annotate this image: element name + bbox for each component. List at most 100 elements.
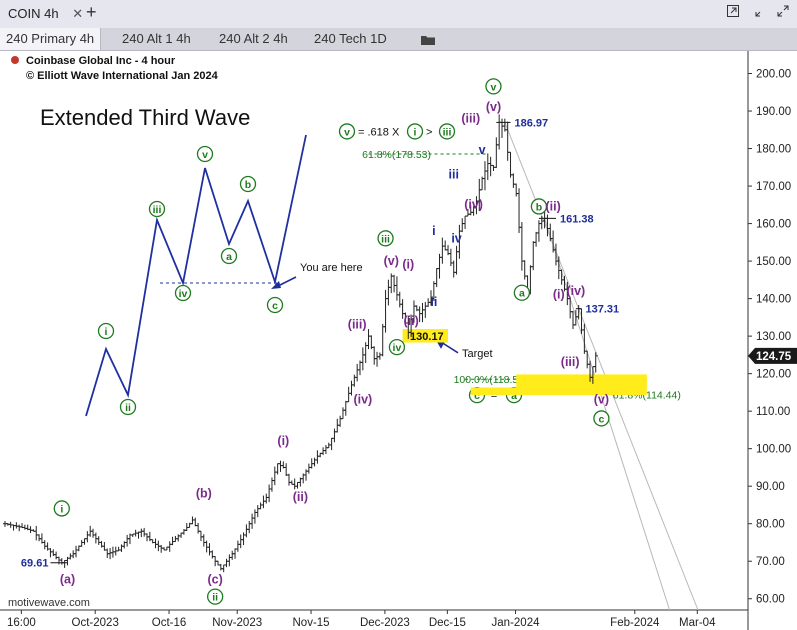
wave-label: (i) [553, 288, 565, 302]
x-tick-label: Nov-2023 [212, 617, 262, 629]
wave-label: (iv) [566, 284, 585, 298]
wave-label-circle [513, 284, 531, 301]
price-level-label: 137.31 [586, 304, 620, 316]
wave-label: ii [430, 295, 437, 309]
inset-wave-label: iii [153, 204, 162, 216]
wave-label: (iv) [464, 198, 483, 212]
inset-wave-label: ii [125, 402, 131, 414]
formula-term-v-circle [338, 123, 356, 140]
target-zone-label: 130.17 [410, 331, 444, 343]
wave-label: a [519, 288, 525, 300]
inset-wave-label: a [226, 251, 232, 263]
inset-title: Extended Third Wave [40, 105, 250, 130]
price-chart[interactable]: Coinbase Global Inc - 4 hour © Elliott W… [0, 51, 797, 630]
tab-primary-4h[interactable]: 240 Primary 4h [0, 28, 102, 50]
restore-icon[interactable] [754, 4, 768, 21]
formula-text: = .618 X [358, 126, 400, 138]
wave-label: v [491, 81, 497, 93]
header-company: Coinbase Global Inc - 4 hour [26, 55, 176, 67]
inset-wave-circle [148, 200, 166, 218]
y-tick-label: 110.00 [756, 406, 790, 418]
inset-wave-circle [266, 296, 284, 314]
wave-label: (iii) [348, 318, 367, 332]
inset-wave-circle [119, 398, 137, 416]
wave-label: v [479, 143, 486, 157]
add-tab-icon[interactable]: + [86, 2, 97, 22]
popout-icon[interactable] [726, 4, 740, 21]
inset-wave-circle [196, 145, 214, 163]
inset-you-are-here: You are here [300, 262, 363, 274]
y-tick-label: 120.00 [756, 369, 791, 381]
formula-term-i-circle [406, 123, 424, 140]
formula-gt: > [426, 126, 432, 138]
tab-alt2-4h[interactable]: 240 Alt 2 4h [219, 31, 288, 46]
wave-label: c [598, 413, 604, 425]
wave-label: (ii) [403, 314, 418, 328]
y-tick-label: 90.00 [756, 481, 785, 493]
equality-term-a: a [511, 390, 517, 402]
wave-label: (v) [486, 100, 501, 114]
wave-label-circle [485, 78, 502, 95]
inset-wave-circle [239, 175, 257, 193]
tab-close-icon[interactable]: ✕ [72, 6, 84, 21]
wave-label: (b) [196, 486, 212, 500]
chart-header: Coinbase Global Inc - 4 hour © Elliott W… [11, 55, 219, 82]
y-tick-label: 140.00 [756, 294, 791, 306]
target-zone-box [516, 374, 647, 388]
x-tick-label: Nov-15 [293, 617, 330, 629]
watermark: motivewave.com [8, 597, 90, 609]
inset-you-are-here-arrow [271, 276, 297, 289]
current-price-label: 124.75 [756, 351, 792, 363]
header-marker-dot [11, 56, 19, 64]
y-tick-label: 160.00 [756, 219, 791, 231]
wave-label: ii [212, 592, 218, 604]
inset-wave-label: iv [179, 288, 188, 300]
tab-tech-1d[interactable]: 240 Tech 1D [314, 31, 387, 46]
wave-label-circle [530, 198, 548, 215]
x-tick-label: Dec-15 [429, 617, 466, 629]
y-tick-label: 130.00 [756, 331, 791, 343]
wave-label: (v) [384, 254, 399, 268]
price-level-label: 186.97 [515, 117, 549, 129]
x-tick-label: Jan-2024 [492, 617, 541, 629]
current-price-tag [748, 347, 797, 364]
x-tick-label: Oct-2023 [72, 617, 119, 629]
folder-icon[interactable] [414, 28, 442, 50]
wave-label: (ii) [293, 490, 308, 504]
wave-label-circle [207, 588, 224, 605]
inset-diagram: Extended Third Wave You are here iiiiiii… [40, 105, 363, 417]
tab-bar: 240 Primary 4h 240 Alt 1 4h 240 Alt 2 4h… [0, 28, 797, 51]
wave-labels: (a)i(b)(c)ii(i)(ii)(iii)(iv)(v)iiiiv(i)(… [53, 78, 610, 605]
wave-label: i [432, 224, 435, 238]
y-tick-label: 170.00 [756, 181, 791, 193]
wave-label: iii [449, 168, 459, 182]
y-tick-label: 150.00 [756, 256, 791, 268]
equality-term-c: c [474, 390, 480, 402]
ohlc-bar [593, 352, 598, 373]
formula-term-iii: iii [443, 126, 452, 138]
window-title-text: COIN 4h [8, 6, 59, 21]
candlestick-series [3, 114, 598, 573]
wave-label: (v) [594, 393, 609, 407]
formula-term-iii-circle [438, 123, 456, 140]
x-tick-label: Dec-2023 [360, 617, 410, 629]
tab-alt1-4h[interactable]: 240 Alt 1 4h [122, 31, 191, 46]
wave-label: iii [381, 233, 390, 245]
wave-label: (i) [402, 258, 414, 272]
x-tick-label: 16:00 [7, 617, 36, 629]
wave-label: b [536, 201, 542, 213]
price-level-label: 161.38 [560, 213, 594, 225]
x-tick-label: Mar-04 [679, 617, 716, 629]
wave-label: iv [393, 342, 402, 354]
y-tick-label: 190.00 [756, 106, 791, 118]
wave-label: (a) [60, 573, 75, 587]
time-axis: 16:00 Oct-2023 Oct-16 Nov-2023 Nov-15 Dec-202… [7, 610, 716, 629]
price-axis: 60.00 70.00 80.00 90.00 100.00 110.00 120.00 13… [748, 69, 797, 606]
window-title[interactable]: COIN 4h ✕ [8, 6, 83, 22]
expand-icon[interactable] [776, 4, 790, 21]
wave-label: (i) [277, 434, 289, 448]
target-zone-box [470, 387, 647, 396]
wave-label: (c) [208, 573, 223, 587]
x-tick-label: Feb-2024 [610, 617, 660, 629]
wave-label-circle [388, 338, 406, 356]
